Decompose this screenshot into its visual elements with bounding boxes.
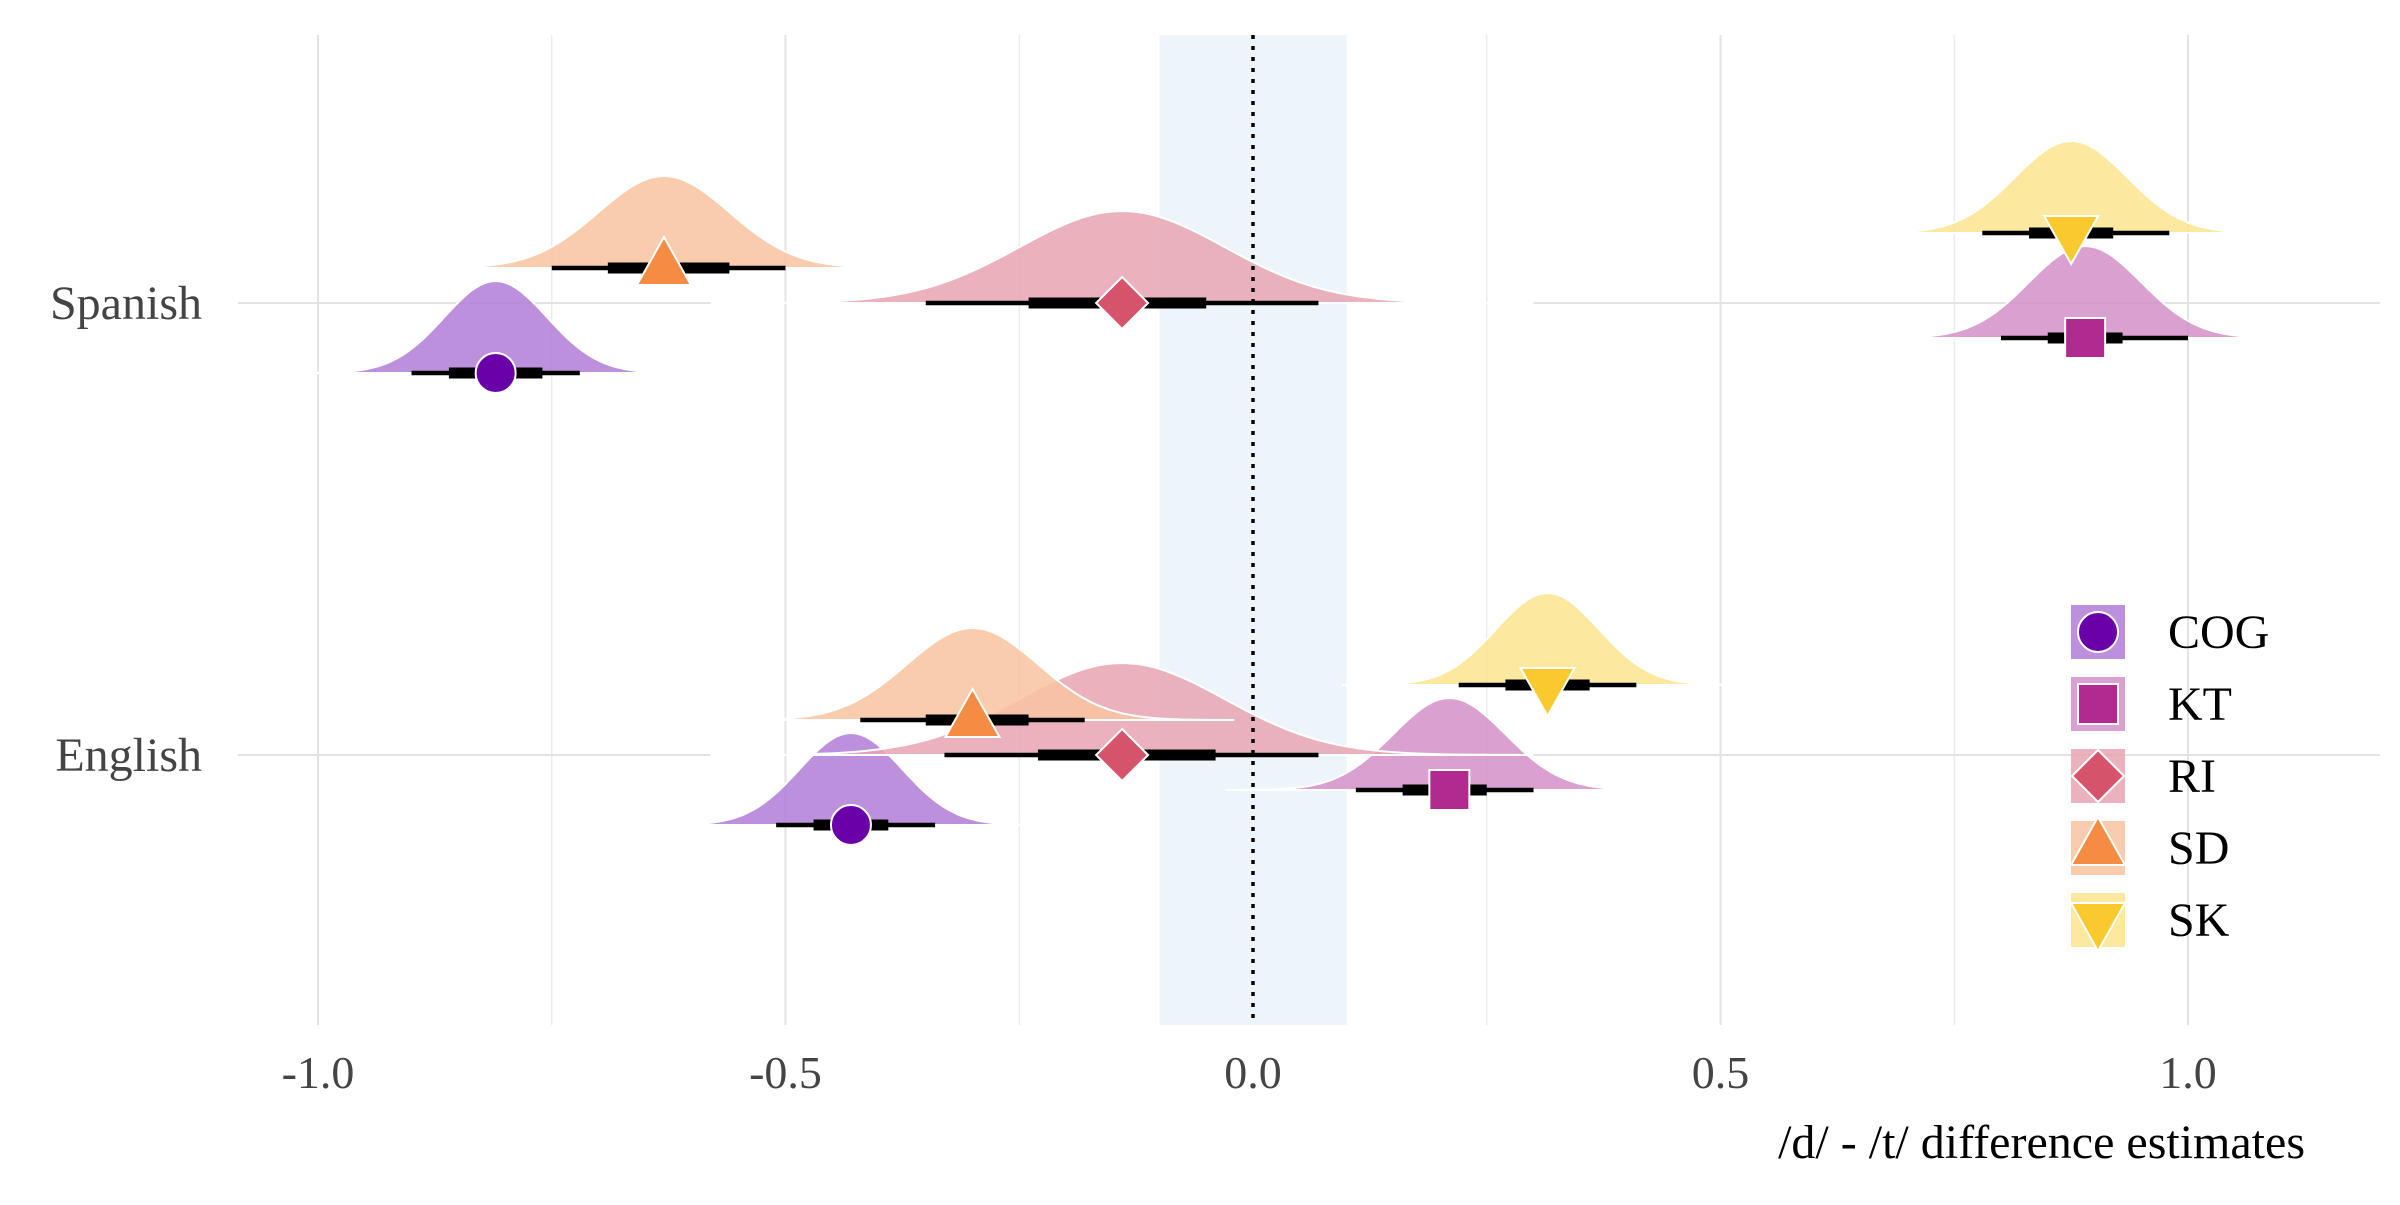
x-axis-ticks: -1.0 -0.5 0.0 0.5 1.0 <box>282 1047 2217 1098</box>
density-sk-english <box>1341 591 1754 686</box>
point-ri-spanish <box>1094 275 1150 331</box>
x-tick-label: -0.5 <box>749 1047 822 1098</box>
density-kt-spanish <box>1860 244 2310 339</box>
legend-marker-circle <box>2077 611 2119 653</box>
legend-marker-triangle-down <box>2069 902 2127 954</box>
density-sd-spanish <box>402 174 926 269</box>
legend-item-sd: SD <box>2069 814 2229 875</box>
x-tick-label: 0.5 <box>1692 1047 1750 1098</box>
legend-label: SD <box>2168 822 2229 875</box>
legend-label: KT <box>2168 678 2232 731</box>
legend-marker-diamond <box>2070 748 2126 804</box>
y-tick-label-english: English <box>55 729 202 782</box>
density-sd-english <box>710 626 1235 721</box>
x-tick-label: -1.0 <box>282 1047 355 1098</box>
point-kt-english <box>1428 769 1471 811</box>
legend-label: RI <box>2168 750 2216 803</box>
legend: COG KT RI SD SK <box>2069 605 2269 954</box>
point-cog-english <box>829 804 872 846</box>
point-sd-spanish <box>635 234 693 286</box>
x-tick-label: 1.0 <box>2159 1047 2217 1098</box>
point-cog-spanish <box>474 352 517 394</box>
legend-marker-square <box>2077 683 2119 725</box>
point-ri-english <box>1094 727 1150 783</box>
point-sk-english <box>1518 667 1577 719</box>
legend-item-ri: RI <box>2070 748 2216 804</box>
y-axis-labels: Spanish English <box>50 277 202 782</box>
point-sk-spanish <box>2042 215 2100 267</box>
point-kt-spanish <box>2064 317 2107 359</box>
density-ri-spanish <box>710 209 1534 304</box>
x-tick-label: 0.0 <box>1224 1047 1282 1098</box>
legend-label: SK <box>2168 894 2230 947</box>
series-layer <box>289 139 2310 846</box>
legend-item-sk: SK <box>2069 893 2230 954</box>
point-sd-english <box>943 686 1002 738</box>
x-axis-label: /d/ - /t/ difference estimates <box>1778 1116 2305 1169</box>
density-kt-english <box>1225 696 1674 791</box>
y-tick-label-spanish: Spanish <box>50 277 202 330</box>
density-cog-english <box>645 731 1057 826</box>
density-cog-spanish <box>289 279 702 374</box>
density-sk-spanish <box>1846 139 2296 234</box>
density-ri-english <box>710 661 1534 756</box>
legend-item-kt: KT <box>2071 677 2232 731</box>
legend-marker-triangle-up <box>2069 814 2127 866</box>
legend-item-cog: COG <box>2071 605 2269 659</box>
legend-label: COG <box>2168 606 2269 659</box>
